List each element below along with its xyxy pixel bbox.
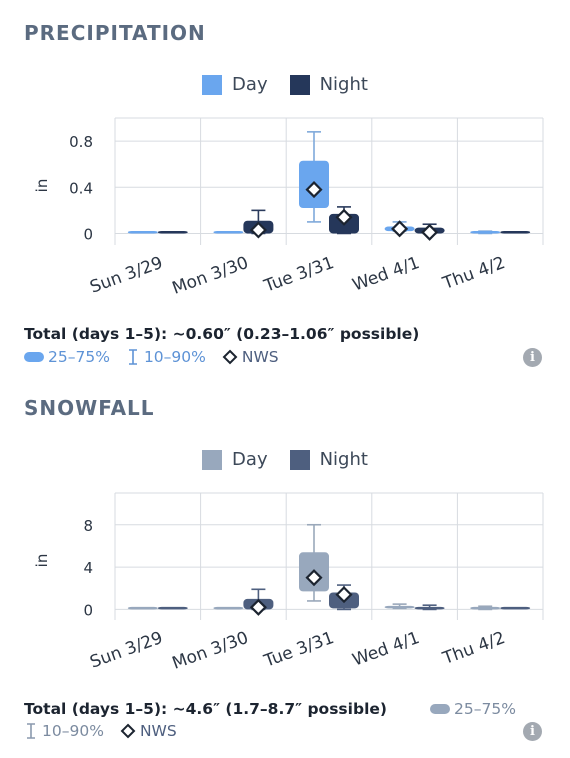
x-tick-label: Wed 4/1 bbox=[350, 253, 422, 296]
whisker-range-icon bbox=[128, 349, 137, 365]
snowfall-info-icon[interactable]: i bbox=[523, 722, 542, 741]
key-25-75-label: 25–75% bbox=[48, 348, 110, 366]
whisker-range-icon bbox=[27, 723, 35, 739]
key-10-90: 10–90% bbox=[24, 722, 104, 740]
key-25-75: 25–75% bbox=[430, 700, 516, 718]
legend-day-swatch bbox=[202, 449, 223, 470]
legend-night[interactable]: Night bbox=[289, 74, 368, 95]
nws-point bbox=[421, 223, 439, 241]
range-25-75-icon bbox=[24, 352, 44, 362]
y-tick-label: 4 bbox=[83, 559, 93, 577]
precipitation-title: PRECIPITATION bbox=[24, 21, 206, 45]
x-tick-label: Sun 3/29 bbox=[87, 253, 165, 298]
y-tick-label: 0.8 bbox=[69, 133, 93, 151]
legend-night-label: Night bbox=[319, 449, 368, 470]
key-10-90: 10–90% bbox=[126, 348, 206, 366]
box-night bbox=[414, 606, 445, 610]
y-tick-label: 0 bbox=[83, 225, 93, 243]
key-25-75: 25–75% bbox=[24, 348, 110, 366]
legend-night-swatch bbox=[289, 449, 310, 470]
nws-point bbox=[335, 586, 353, 604]
legend-day[interactable]: Day bbox=[202, 74, 268, 95]
nws-point bbox=[305, 181, 323, 199]
key-nws: NWS bbox=[222, 348, 279, 366]
y-axis-label: in bbox=[33, 179, 51, 193]
x-tick-label: Tue 3/31 bbox=[261, 253, 337, 297]
box-night bbox=[500, 606, 531, 610]
box-day bbox=[213, 606, 244, 610]
y-tick-label: 8 bbox=[83, 517, 93, 535]
x-tick-label: Mon 3/30 bbox=[170, 628, 251, 674]
key-25-75-label: 25–75% bbox=[454, 700, 516, 718]
precipitation-key: 25–75% 10–90% NWS bbox=[24, 348, 279, 366]
snowfall-key-primary: 25–75% bbox=[430, 700, 516, 718]
x-tick-label: Thu 4/2 bbox=[439, 628, 508, 669]
snowfall-chart: 0 4 8 in Sun 3/29 Mon 3/30 Tue 3/31 Wed 4/1 Thu … bbox=[33, 492, 544, 674]
legend-night-label: Night bbox=[319, 74, 368, 95]
box-day bbox=[384, 605, 415, 609]
nws-point bbox=[249, 598, 267, 616]
nws-diamond-icon bbox=[222, 349, 238, 365]
box-day bbox=[213, 230, 244, 234]
legend-night[interactable]: Night bbox=[289, 449, 368, 470]
range-25-75-icon bbox=[430, 704, 450, 714]
key-nws: NWS bbox=[120, 722, 177, 740]
precipitation-legend: Day Night bbox=[0, 74, 570, 95]
legend-day-label: Day bbox=[232, 449, 268, 470]
legend-day-label: Day bbox=[232, 74, 268, 95]
key-nws-label: NWS bbox=[139, 722, 177, 740]
key-nws-label: NWS bbox=[241, 348, 279, 366]
box-day bbox=[470, 606, 501, 610]
box-night bbox=[157, 230, 188, 234]
nws-point bbox=[305, 569, 323, 587]
box-day bbox=[470, 230, 501, 234]
box-night bbox=[157, 606, 188, 610]
key-10-90-label: 10–90% bbox=[143, 348, 206, 366]
box-day bbox=[127, 230, 158, 234]
snowfall-total: Total (days 1–5): ~4.6″ (1.7–8.7″ possib… bbox=[24, 700, 387, 718]
y-axis-label: in bbox=[33, 554, 51, 568]
snowfall-title: SNOWFALL bbox=[24, 396, 155, 420]
nws-point bbox=[391, 220, 409, 238]
x-tick-label: Mon 3/30 bbox=[170, 253, 251, 299]
precipitation-chart: 0 0.4 0.8 in Sun 3/29 Mon 3/30 Tue 3/31 Wed 4/1… bbox=[33, 117, 544, 299]
x-tick-label: Sun 3/29 bbox=[87, 628, 165, 673]
y-tick-label: 0.4 bbox=[69, 179, 93, 197]
precipitation-total: Total (days 1–5): ~0.60″ (0.23–1.06″ pos… bbox=[24, 325, 420, 343]
box-day bbox=[127, 606, 158, 610]
key-10-90-label: 10–90% bbox=[42, 722, 104, 740]
x-tick-label: Thu 4/2 bbox=[439, 253, 508, 294]
nws-point bbox=[335, 208, 353, 226]
y-tick-label: 0 bbox=[83, 601, 93, 619]
legend-day[interactable]: Day bbox=[202, 449, 268, 470]
legend-day-swatch bbox=[202, 74, 223, 95]
nws-point bbox=[249, 221, 267, 239]
legend-night-swatch bbox=[289, 74, 310, 95]
box-night bbox=[500, 230, 531, 234]
x-tick-label: Tue 3/31 bbox=[261, 628, 337, 672]
x-tick-label: Wed 4/1 bbox=[350, 628, 422, 671]
precipitation-info-icon[interactable]: i bbox=[523, 348, 542, 367]
snowfall-key: 10–90% NWS bbox=[24, 722, 177, 740]
nws-diamond-icon bbox=[120, 723, 136, 739]
snowfall-legend: Day Night bbox=[0, 449, 570, 470]
